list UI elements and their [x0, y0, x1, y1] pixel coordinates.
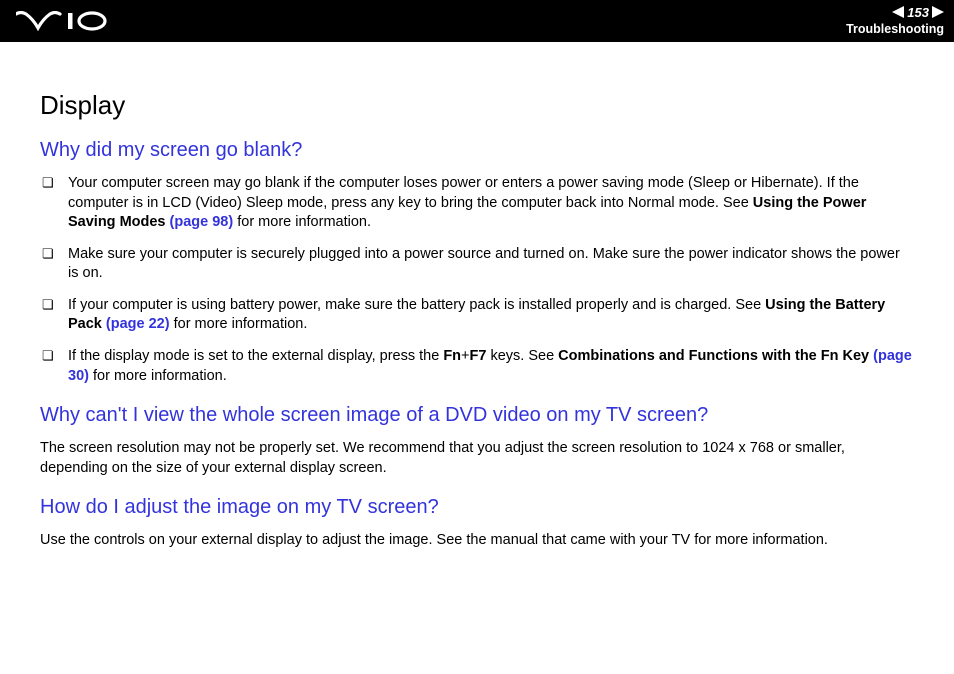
list-item: If your computer is using battery power,… [40, 296, 914, 335]
q3-heading: How do I adjust the image on my TV scree… [40, 496, 914, 519]
text: for more information. [233, 214, 371, 230]
text: keys. See [486, 348, 558, 364]
bold-text: Combinations and Functions with the Fn K… [558, 348, 873, 364]
text: Your computer screen may go blank if the… [68, 175, 859, 211]
list-item: If the display mode is set to the extern… [40, 347, 914, 386]
header-right: 153 Troubleshooting [846, 7, 944, 36]
vaio-logo-svg [16, 11, 108, 31]
page-nav: 153 [846, 5, 944, 20]
prev-page-arrow-icon[interactable] [892, 6, 904, 18]
list-item: Make sure your computer is securely plug… [40, 245, 914, 284]
text: for more information. [89, 368, 227, 384]
text: + [461, 348, 469, 364]
vaio-logo [16, 11, 108, 31]
q2-body: The screen resolution may not be properl… [40, 439, 914, 478]
page-title: Display [40, 90, 914, 121]
text: If your computer is using battery power,… [68, 297, 765, 313]
next-page-arrow-icon[interactable] [932, 6, 944, 18]
page-link[interactable]: (page 98) [170, 214, 234, 230]
text: If the display mode is set to the extern… [68, 348, 443, 364]
bold-text: Fn [443, 348, 461, 364]
page-link[interactable]: (page 22) [106, 316, 170, 332]
q1-list: Your computer screen may go blank if the… [40, 174, 914, 386]
header-bar: 153 Troubleshooting [0, 0, 954, 42]
page-content: Display Why did my screen go blank? Your… [0, 42, 954, 581]
text: Make sure your computer is securely plug… [68, 246, 900, 282]
bold-text: F7 [470, 348, 487, 364]
q2-heading: Why can't I view the whole screen image … [40, 404, 914, 427]
list-item: Your computer screen may go blank if the… [40, 174, 914, 233]
q3-body: Use the controls on your external displa… [40, 531, 914, 551]
section-label: Troubleshooting [846, 22, 944, 36]
q1-heading: Why did my screen go blank? [40, 139, 914, 162]
page-number: 153 [906, 5, 930, 20]
text: for more information. [170, 316, 308, 332]
